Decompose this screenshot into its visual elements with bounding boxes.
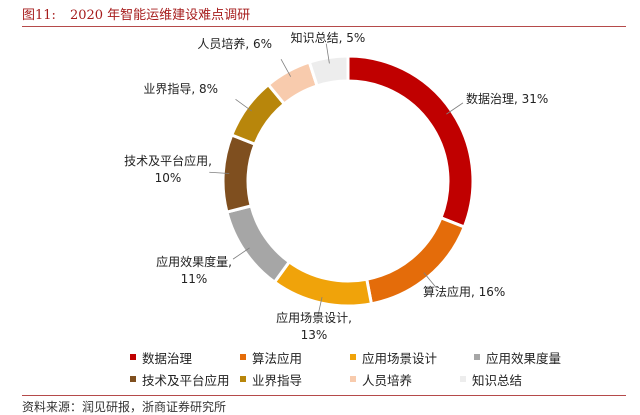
legend-item: 数据治理 bbox=[130, 348, 240, 367]
slice-data-label: 人员培养, 6% bbox=[197, 36, 272, 51]
source-note: 资料来源：润见研报，浙商证券研究所 bbox=[22, 400, 227, 414]
legend-swatch bbox=[130, 354, 136, 360]
slice-data-label: 应用场景设计, 13% bbox=[276, 310, 352, 342]
legend-item: 人员培养 bbox=[350, 370, 460, 389]
donut-slice bbox=[346, 54, 475, 229]
leader-line bbox=[325, 43, 330, 64]
legend-swatch bbox=[240, 354, 246, 360]
legend-item: 知识总结 bbox=[460, 370, 570, 389]
legend-label: 知识总结 bbox=[472, 372, 523, 388]
slice-data-label: 数据治理, 31% bbox=[466, 91, 548, 106]
legend-label: 应用效果度量 bbox=[486, 350, 562, 366]
donut-slice bbox=[272, 259, 374, 308]
top-divider bbox=[22, 26, 626, 27]
chart-legend: 数据治理 算法应用 应用场景设计 应用效果度量 技术及平台应用 业界指导 人员培… bbox=[130, 346, 610, 390]
slice-data-label: 知识总结, 5% bbox=[291, 31, 366, 45]
figure-title-text: 2020 年智能运维建设难点调研 bbox=[69, 8, 251, 23]
legend-item: 应用场景设计 bbox=[350, 348, 474, 367]
legend-row-1: 数据治理 算法应用 应用场景设计 应用效果度量 bbox=[130, 346, 610, 368]
donut-chart: 数据治理, 31% 算法应用, 16% 应用场景设计, 13% 应用效果度量, 11% 技术… bbox=[124, 31, 548, 342]
donut-slice bbox=[307, 54, 350, 88]
legend-label: 业界指导 bbox=[252, 372, 303, 388]
legend-row-2: 技术及平台应用 业界指导 人员培养 知识总结 bbox=[130, 368, 610, 390]
leader-line bbox=[209, 171, 230, 174]
legend-label: 算法应用 bbox=[252, 350, 303, 366]
legend-label: 技术及平台应用 bbox=[142, 372, 230, 388]
legend-label: 数据治理 bbox=[142, 350, 193, 366]
legend-label: 应用场景设计 bbox=[362, 350, 438, 366]
donut-slice bbox=[225, 204, 292, 285]
figure-number: 图11: bbox=[22, 8, 56, 23]
legend-item: 算法应用 bbox=[240, 348, 350, 367]
legend-item: 应用效果度量 bbox=[474, 348, 598, 367]
legend-item: 业界指导 bbox=[240, 370, 350, 389]
legend-swatch bbox=[474, 354, 480, 360]
leader-line bbox=[317, 297, 323, 317]
leader-line bbox=[232, 247, 250, 260]
leader-line bbox=[423, 272, 437, 289]
legend-swatch bbox=[240, 376, 246, 382]
leader-line bbox=[280, 59, 292, 77]
slice-data-label: 技术及平台应用, 10% bbox=[124, 153, 212, 185]
legend-label: 人员培养 bbox=[362, 372, 413, 388]
slice-data-label: 算法应用, 16% bbox=[423, 284, 505, 299]
bottom-divider bbox=[22, 395, 626, 396]
slice-data-label: 应用效果度量, 11% bbox=[156, 254, 232, 286]
legend-swatch bbox=[350, 376, 356, 382]
legend-item: 技术及平台应用 bbox=[130, 370, 240, 389]
legend-swatch bbox=[460, 376, 466, 382]
legend-swatch bbox=[350, 354, 356, 360]
slice-data-label: 业界指导, 8% bbox=[143, 81, 218, 96]
leader-line bbox=[446, 102, 464, 115]
figure-title: 图11: 2020 年智能运维建设难点调研 bbox=[22, 4, 250, 23]
legend-swatch bbox=[130, 376, 136, 382]
leader-line bbox=[235, 98, 252, 112]
